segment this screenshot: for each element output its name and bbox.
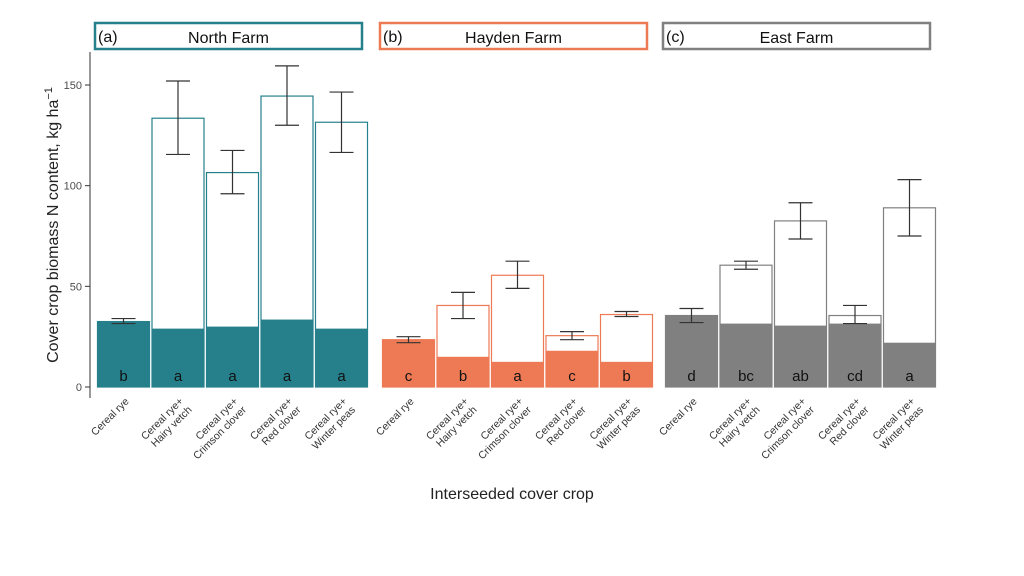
significance-label: b bbox=[119, 368, 127, 385]
x-tick-label: Cereal rye+Red clover bbox=[533, 395, 589, 451]
x-axis-title: Interseeded cover crop bbox=[430, 486, 594, 503]
significance-label: a bbox=[513, 368, 522, 385]
panels: (a) North Farm b Cereal rye a Cereal rye+Hair… bbox=[89, 21, 937, 462]
bar-filled bbox=[828, 323, 882, 387]
x-tick-label: Cereal rye+Crimson clover bbox=[467, 395, 534, 462]
bar-filled bbox=[545, 350, 599, 387]
y-axis-title: Cover crop biomass N content, kg ha−1 bbox=[43, 87, 62, 363]
x-tick-label: Cereal rye+Winter peas bbox=[869, 395, 926, 452]
panel-letter: (c) bbox=[666, 29, 685, 46]
x-tick-label: Cereal rye bbox=[374, 396, 417, 439]
x-tick-label: Cereal rye+Crimson clover bbox=[750, 395, 817, 462]
x-tick-label: Cereal rye bbox=[89, 396, 132, 439]
significance-label: d bbox=[687, 368, 695, 385]
bar-filled bbox=[600, 361, 653, 387]
significance-label: ab bbox=[792, 368, 809, 385]
x-tick-label: Cereal rye bbox=[657, 396, 700, 439]
panel-title-strip bbox=[93, 21, 364, 51]
panel-hayden-farm: (b) Hayden Farm c Cereal rye b Cereal rye+Hai… bbox=[374, 21, 654, 462]
x-tick-label: Cereal rye+Hairy vetch bbox=[707, 395, 763, 451]
significance-label: a bbox=[283, 368, 292, 385]
y-axis-title-superscript: −1 bbox=[43, 87, 55, 100]
bar-filled bbox=[382, 339, 435, 387]
panel-north-farm: (a) North Farm b Cereal rye a Cereal rye+Hair… bbox=[89, 21, 369, 462]
bar-filled bbox=[719, 323, 773, 387]
significance-label: a bbox=[337, 368, 346, 385]
bar-filled bbox=[97, 321, 150, 387]
bar-filled bbox=[491, 361, 544, 387]
significance-label: a bbox=[905, 368, 914, 385]
panel-letter: (b) bbox=[383, 29, 403, 46]
bar-filled bbox=[206, 326, 259, 387]
x-tick-label: Cereal rye+Winter peas bbox=[586, 395, 643, 452]
panel-letter: (a) bbox=[98, 29, 118, 46]
x-tick-label-line: Cereal rye bbox=[374, 396, 417, 439]
panel-title-strip bbox=[661, 21, 932, 51]
significance-label: cd bbox=[847, 368, 863, 385]
bar-filled bbox=[260, 319, 314, 387]
bar-filled bbox=[883, 342, 936, 387]
significance-label: bc bbox=[738, 368, 754, 385]
bar-filled bbox=[665, 315, 718, 387]
x-tick-label: Cereal rye+Crimson clover bbox=[182, 395, 249, 462]
significance-label: c bbox=[405, 368, 413, 385]
bar-filled bbox=[774, 325, 827, 387]
y-axis: 0 50 100 150 bbox=[64, 52, 91, 398]
panel-title: North Farm bbox=[188, 30, 269, 47]
x-tick-label-line: Cereal rye bbox=[89, 396, 132, 439]
x-tick-label: Cereal rye+Hairy vetch bbox=[139, 395, 195, 451]
significance-label: b bbox=[459, 368, 467, 385]
x-tick-label: Cereal rye+Red clover bbox=[248, 395, 304, 451]
y-tick-label: 150 bbox=[64, 80, 82, 92]
significance-label: c bbox=[568, 368, 576, 385]
panel-title: Hayden Farm bbox=[465, 30, 562, 47]
significance-label: a bbox=[174, 368, 183, 385]
bar-filled bbox=[151, 328, 205, 387]
y-tick-label: 0 bbox=[76, 382, 82, 394]
bar-filled bbox=[436, 356, 490, 387]
y-axis-title-text: Cover crop biomass N content, kg ha bbox=[45, 100, 62, 363]
x-tick-label-line: Cereal rye bbox=[657, 396, 700, 439]
significance-label: a bbox=[228, 368, 237, 385]
y-tick-label: 50 bbox=[70, 281, 82, 293]
bar-filled bbox=[315, 328, 368, 387]
significance-label: b bbox=[622, 368, 630, 385]
panel-title: East Farm bbox=[760, 30, 834, 47]
x-tick-label: Cereal rye+Winter peas bbox=[301, 395, 358, 452]
x-tick-label: Cereal rye+Hairy vetch bbox=[424, 395, 480, 451]
y-tick-label: 100 bbox=[64, 181, 82, 193]
panel-east-farm: (c) East Farm d Cereal rye bc Cereal rye+Hair… bbox=[657, 21, 937, 462]
x-tick-label: Cereal rye+Red clover bbox=[816, 395, 872, 451]
panel-title-strip bbox=[378, 21, 649, 51]
